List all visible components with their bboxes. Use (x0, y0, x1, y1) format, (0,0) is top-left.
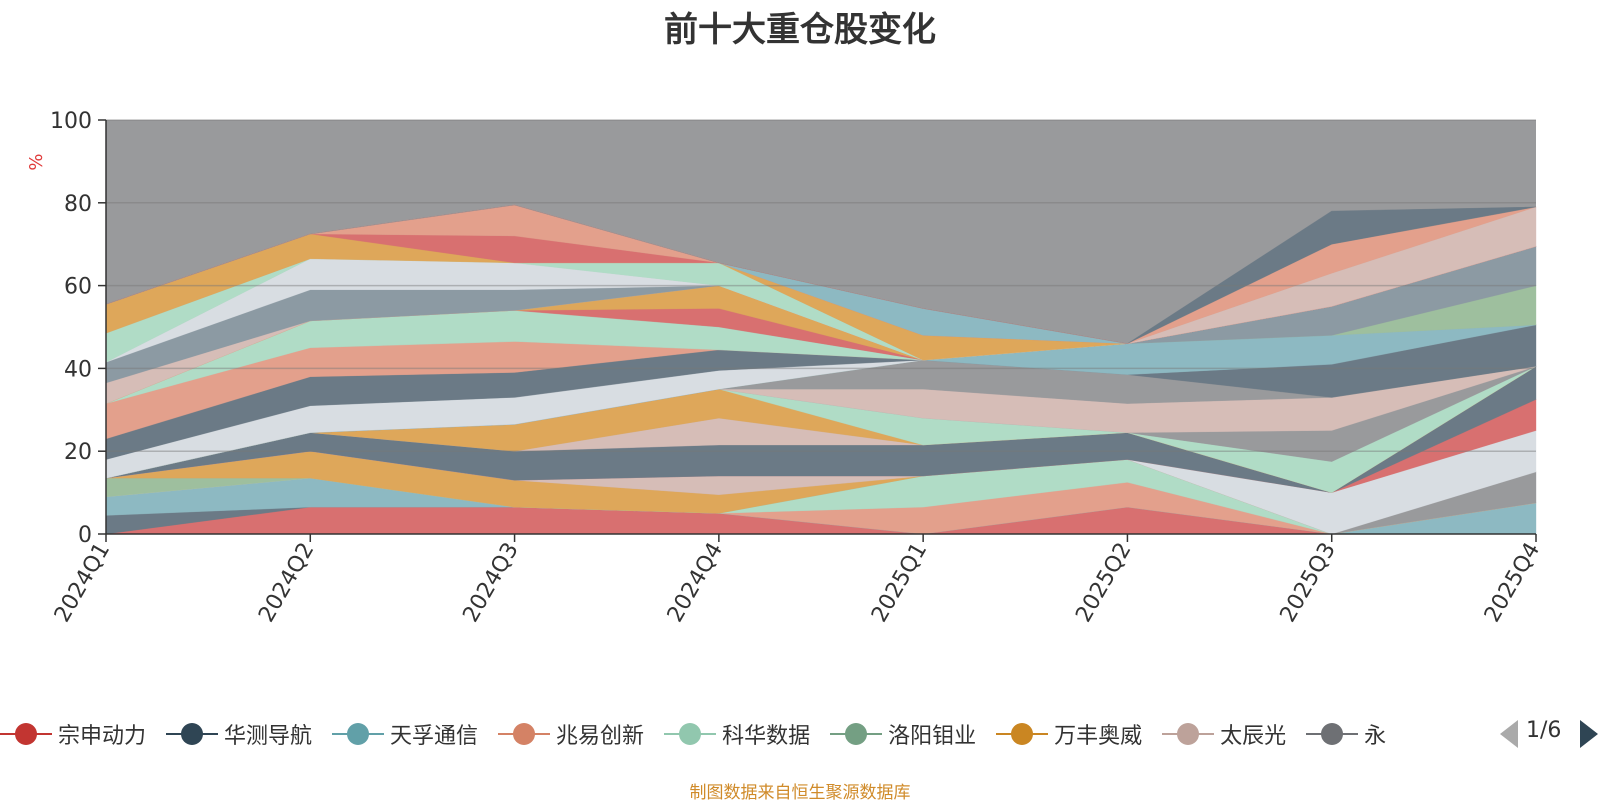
y-tick-label-20: 20 (64, 440, 92, 465)
legend-label: 万丰奥威 (1054, 724, 1143, 749)
legend-item-9[interactable]: 永 (1306, 712, 1386, 756)
legend-marker-icon (498, 723, 551, 745)
legend-item-7[interactable]: 万丰奥威 (996, 712, 1142, 756)
legend-page-indicator: 1/6 (1526, 718, 1562, 743)
legend-item-2[interactable]: 华测导航 (166, 712, 312, 756)
legend-label: 太辰光 (1220, 724, 1287, 749)
x-tick-label-2025Q4: 2025Q4 (1480, 539, 1545, 627)
x-tick-label-2025Q1: 2025Q1 (867, 539, 932, 627)
legend-item-8[interactable]: 太辰光 (1162, 712, 1286, 756)
chart-title: 前十大重仓股变化 (664, 10, 936, 50)
x-tick-label-2024Q1: 2024Q1 (50, 539, 115, 627)
legend-marker-icon (0, 723, 52, 745)
legend-item-1[interactable]: 宗申动力 (0, 712, 146, 756)
legend-label: 天孚通信 (390, 724, 479, 749)
grid-lines (106, 119, 1536, 452)
legend-marker-icon (830, 723, 883, 745)
legend-label: 兆易创新 (556, 724, 645, 749)
stacked-areas (105, 204, 1537, 535)
legend-label: 洛阳钼业 (888, 724, 977, 749)
x-tick-label-2024Q4: 2024Q4 (663, 539, 728, 627)
legend-marker-icon (996, 723, 1049, 745)
legend-marker-icon (332, 723, 385, 745)
legend-prev-arrow-icon[interactable] (1500, 720, 1518, 748)
legend-item-5[interactable]: 科华数据 (664, 712, 810, 756)
x-tick-label-2025Q2: 2025Q2 (1071, 539, 1136, 627)
x-tick-label-2024Q2: 2024Q2 (254, 539, 319, 627)
legend-marker-icon (1162, 723, 1215, 745)
legend-label: 永 (1364, 724, 1387, 749)
y-axis-unit: % (26, 153, 47, 170)
x-tick-label-2025Q3: 2025Q3 (1276, 539, 1341, 627)
legend-marker-icon (166, 723, 219, 745)
y-tick-label-100: 100 (50, 109, 92, 134)
legend-item-4[interactable]: 兆易创新 (498, 712, 644, 756)
chart-svg: 0 20 40 60 80 100 2024Q1 2024Q2 2024Q3 2024Q4 2025… (26, 109, 1545, 627)
legend-label: 科华数据 (722, 724, 811, 749)
legend-pager: 1/6 (1496, 714, 1600, 754)
legend-item-6[interactable]: 洛阳钼业 (830, 712, 976, 756)
legend-marker-icon (1306, 723, 1359, 745)
legend-marker-icon (664, 723, 717, 745)
data-source-note: 制图数据来自恒生聚源数据库 (689, 783, 911, 803)
area-series-40 (105, 204, 1537, 344)
y-tick-label-60: 60 (64, 275, 92, 300)
y-tick-label-80: 80 (64, 192, 92, 217)
legend-label: 华测导航 (224, 724, 313, 749)
legend-next-arrow-icon[interactable] (1580, 720, 1598, 748)
y-tick-label-0: 0 (78, 523, 92, 548)
y-tick-label-40: 40 (64, 357, 92, 382)
legend-label: 宗申动力 (58, 724, 147, 749)
legend-item-3[interactable]: 天孚通信 (332, 712, 478, 756)
x-tick-label-2024Q3: 2024Q3 (458, 539, 523, 627)
legend: 宗申动力 华测导航 天孚通信 兆易创新 科华数据 洛阳钼业 万丰奥威 太辰光 永 (0, 712, 1490, 756)
